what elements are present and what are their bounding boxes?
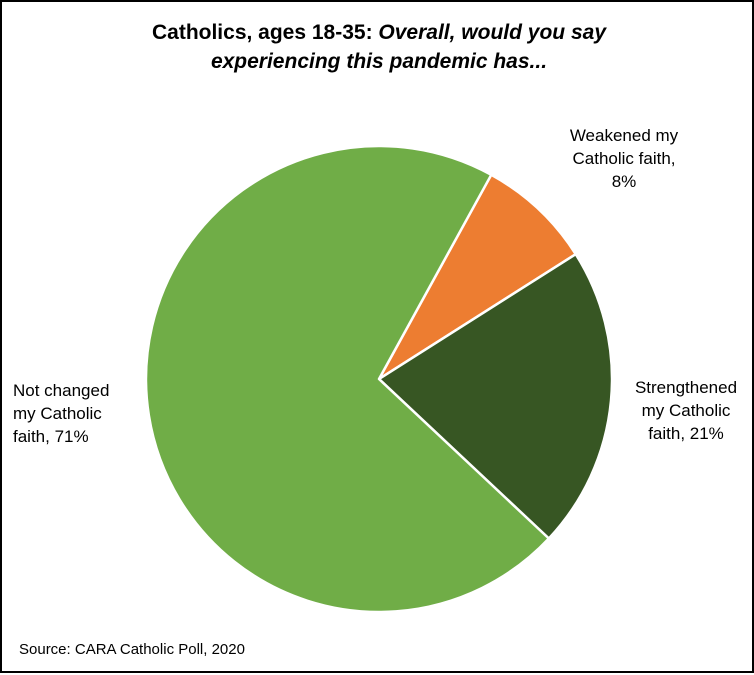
chart-title-italic-1: Overall, would you say (378, 21, 606, 44)
pie-slice-not-changed (144, 144, 551, 614)
pie-slice-weakened (377, 173, 577, 381)
pie-slice-strengthened (377, 252, 614, 540)
slice-label-strengthened-line-2: my Catholic (641, 401, 731, 420)
slice-label-strengthened: Strengthened my Catholic faith, 21% (622, 376, 750, 445)
slice-label-not-changed: Not changed my Catholic faith, 71% (13, 379, 133, 448)
slice-label-weakened-line-2: Catholic faith, (572, 149, 676, 168)
slice-label-not-changed-line-3: faith, 71% (13, 427, 89, 446)
chart-title-line-1: Catholics, ages 18-35: Overall, would yo… (2, 18, 754, 47)
slice-label-not-changed-line-2: my Catholic (13, 404, 102, 423)
chart-title-line-2: experiencing this pandemic has... (210, 50, 548, 73)
slice-label-weakened-line-3: 8% (611, 172, 637, 191)
source-note: Source: CARA Catholic Poll, 2020 (19, 641, 245, 658)
slice-label-not-changed-line-1: Not changed (13, 381, 110, 400)
slice-label-strengthened-line-3: faith, 21% (648, 424, 724, 443)
chart-title-regular: Catholics, ages 18-35: (151, 21, 379, 44)
slice-label-strengthened-line-1: Strengthened (634, 378, 738, 397)
chart-title: Catholics, ages 18-35: Overall, would yo… (2, 18, 754, 76)
slice-label-weakened: Weakened my Catholic faith, 8% (558, 124, 690, 193)
slice-label-weakened-line-1: Weakened my (569, 126, 679, 145)
